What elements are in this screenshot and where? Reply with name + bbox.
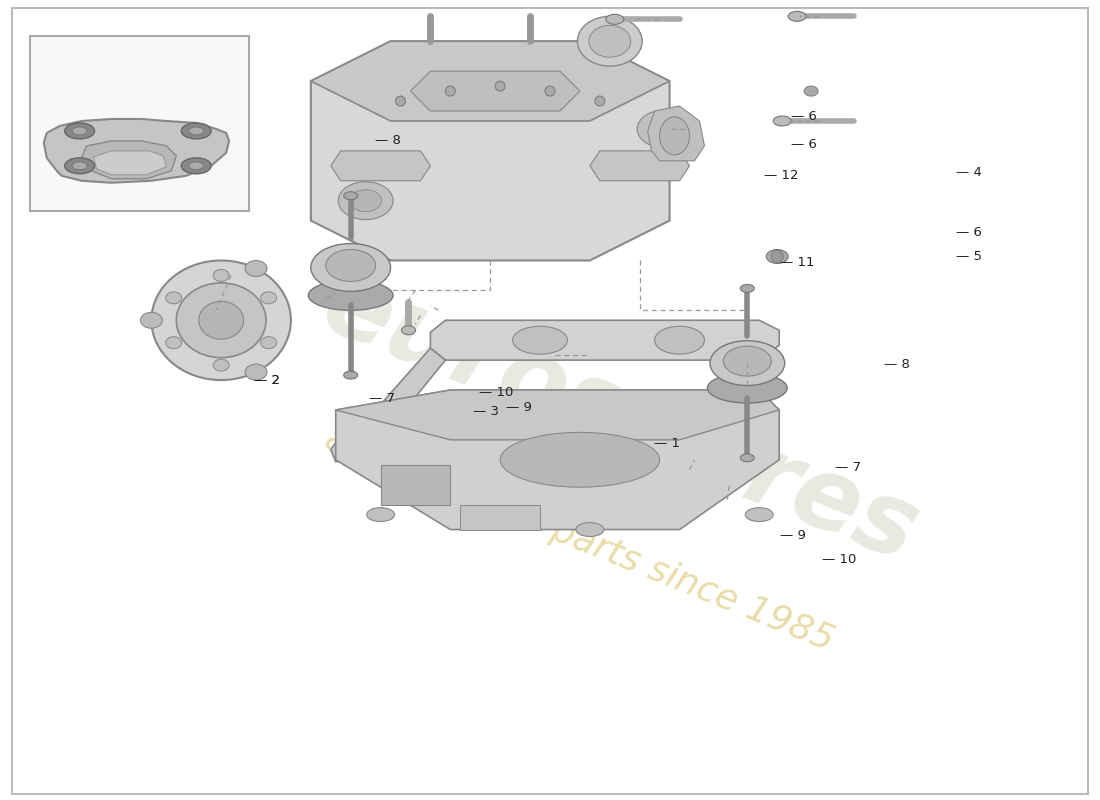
Ellipse shape [199, 302, 243, 339]
Ellipse shape [176, 283, 266, 358]
Text: — 12: — 12 [763, 169, 799, 182]
Ellipse shape [588, 26, 630, 57]
Text: eurospares: eurospares [308, 257, 932, 583]
Ellipse shape [182, 123, 211, 139]
Text: — 1: — 1 [654, 438, 680, 450]
Polygon shape [430, 320, 779, 360]
Ellipse shape [245, 364, 267, 380]
Ellipse shape [326, 250, 375, 282]
Polygon shape [336, 390, 779, 530]
Text: — 4: — 4 [956, 166, 981, 179]
Ellipse shape [141, 312, 163, 328]
Polygon shape [648, 106, 704, 161]
Ellipse shape [343, 371, 358, 379]
Polygon shape [410, 71, 580, 111]
Ellipse shape [182, 158, 211, 174]
Ellipse shape [576, 522, 604, 537]
Ellipse shape [513, 326, 568, 354]
Circle shape [396, 96, 406, 106]
Circle shape [495, 81, 505, 91]
Text: — 2: — 2 [254, 374, 280, 386]
Ellipse shape [166, 292, 182, 304]
Text: a passion for parts since 1985: a passion for parts since 1985 [320, 422, 839, 658]
Ellipse shape [740, 454, 755, 462]
Ellipse shape [654, 326, 704, 354]
Text: — 10: — 10 [822, 553, 856, 566]
Ellipse shape [152, 261, 290, 380]
Ellipse shape [740, 285, 755, 292]
Ellipse shape [710, 341, 784, 386]
Ellipse shape [402, 326, 416, 334]
Ellipse shape [213, 270, 229, 282]
Ellipse shape [189, 127, 204, 135]
Polygon shape [81, 141, 176, 178]
Ellipse shape [261, 337, 276, 349]
Ellipse shape [338, 182, 393, 220]
Ellipse shape [578, 16, 642, 66]
Ellipse shape [189, 162, 204, 170]
Circle shape [595, 96, 605, 106]
Text: — 8: — 8 [375, 134, 400, 147]
Polygon shape [331, 348, 446, 462]
Ellipse shape [366, 508, 395, 522]
Ellipse shape [213, 359, 229, 371]
Ellipse shape [789, 11, 806, 22]
Polygon shape [94, 151, 166, 174]
Text: — 6: — 6 [791, 138, 817, 151]
Ellipse shape [73, 162, 87, 170]
Polygon shape [460, 505, 540, 530]
Ellipse shape [311, 243, 390, 291]
Circle shape [446, 86, 455, 96]
Text: — 2: — 2 [254, 374, 280, 386]
FancyBboxPatch shape [30, 36, 249, 210]
Ellipse shape [606, 14, 624, 24]
Circle shape [544, 86, 556, 96]
Ellipse shape [343, 192, 358, 200]
Ellipse shape [73, 127, 87, 135]
Ellipse shape [707, 373, 788, 403]
Ellipse shape [500, 432, 660, 487]
Ellipse shape [65, 123, 95, 139]
Polygon shape [590, 151, 690, 181]
Circle shape [771, 250, 783, 262]
Polygon shape [44, 119, 229, 182]
Text: — 10: — 10 [478, 386, 513, 398]
Polygon shape [331, 151, 430, 181]
Text: — 9: — 9 [506, 402, 532, 414]
Text: — 9: — 9 [780, 529, 806, 542]
Ellipse shape [767, 250, 789, 263]
Ellipse shape [166, 337, 182, 349]
Text: — 5: — 5 [956, 250, 981, 263]
Ellipse shape [724, 346, 771, 376]
Ellipse shape [245, 261, 267, 277]
Ellipse shape [350, 190, 382, 212]
Ellipse shape [773, 116, 791, 126]
Ellipse shape [804, 86, 818, 96]
Polygon shape [381, 465, 450, 505]
Text: — 7: — 7 [835, 462, 861, 474]
Polygon shape [311, 42, 670, 121]
Ellipse shape [65, 158, 95, 174]
Text: — 6: — 6 [956, 226, 981, 239]
Polygon shape [336, 390, 779, 440]
Text: — 6: — 6 [791, 110, 817, 123]
Text: — 8: — 8 [884, 358, 910, 370]
Ellipse shape [637, 110, 692, 148]
Ellipse shape [746, 508, 773, 522]
Text: — 3: — 3 [473, 406, 499, 418]
Ellipse shape [308, 281, 393, 310]
Text: — 11: — 11 [780, 256, 815, 270]
Ellipse shape [660, 117, 690, 155]
Text: — 7: — 7 [370, 392, 395, 405]
Polygon shape [311, 42, 670, 261]
Ellipse shape [261, 292, 276, 304]
